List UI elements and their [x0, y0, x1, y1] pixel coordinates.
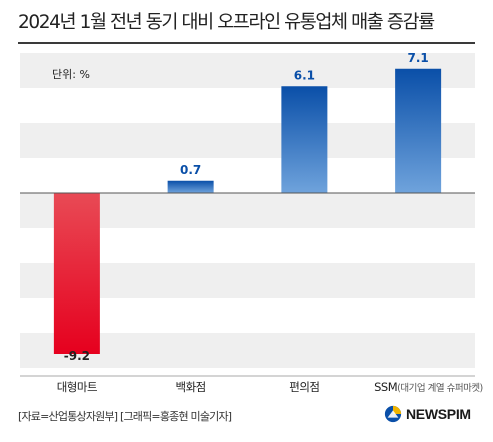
source-credit: [자료=산업통상자원부] [그래픽=홍종현 미술기자]	[18, 410, 232, 423]
bar-chart: 단위: % -9.2 0.7 6.1 7.1 대형마트 백화점 편의점 SSM(대기업 계열…	[20, 51, 484, 394]
value-label-4: 7.1	[407, 51, 428, 65]
chart-title: 2024년 1월 전년 동기 대비 오프라인 유통업체 매출 증감률	[18, 12, 435, 33]
newspim-logo-icon	[384, 405, 402, 423]
bar-4	[395, 68, 442, 193]
category-note: (대기업 계열 슈퍼마켓)	[397, 382, 483, 394]
category-label-3: 편의점	[289, 380, 319, 394]
category-labels: 대형마트 백화점 편의점 SSM(대기업 계열 슈퍼마켓)	[57, 380, 484, 394]
unit-label: 단위: %	[52, 68, 90, 81]
category-label-4: SSM(대기업 계열 슈퍼마켓)	[374, 380, 483, 394]
title-rule	[18, 42, 475, 44]
bars	[53, 68, 442, 354]
category-label-2: 백화점	[176, 380, 206, 394]
value-label-1: -9.2	[64, 349, 90, 363]
value-labels: -9.2 0.7 6.1 7.1	[64, 51, 429, 363]
bar-2	[167, 180, 214, 193]
brand-logo: NEWSPIM	[384, 404, 471, 424]
value-label-3: 6.1	[294, 68, 315, 82]
bar-3	[281, 86, 328, 193]
value-label-2: 0.7	[180, 163, 201, 177]
bar-1	[53, 193, 100, 354]
brand-name: NEWSPIM	[406, 406, 471, 422]
category-label-1: 대형마트	[57, 380, 97, 394]
